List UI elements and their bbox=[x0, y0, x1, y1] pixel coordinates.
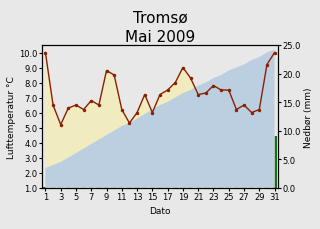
Y-axis label: Nedbør (mm): Nedbør (mm) bbox=[304, 87, 313, 147]
Bar bbox=[257, 117, 262, 188]
Bar bbox=[172, 186, 178, 188]
Bar bbox=[234, 151, 239, 188]
Bar bbox=[134, 187, 140, 188]
Bar bbox=[180, 185, 186, 188]
Title: Tromsø
Mai 2009: Tromsø Mai 2009 bbox=[125, 10, 195, 45]
Bar bbox=[58, 179, 63, 188]
Bar bbox=[119, 120, 124, 188]
X-axis label: Dato: Dato bbox=[149, 206, 171, 215]
Bar bbox=[165, 187, 170, 188]
Bar bbox=[73, 187, 79, 188]
Bar bbox=[96, 187, 101, 188]
Bar bbox=[89, 187, 94, 188]
Bar bbox=[219, 182, 224, 188]
Bar bbox=[188, 182, 193, 188]
Bar bbox=[66, 176, 71, 188]
Bar bbox=[264, 159, 270, 188]
Bar bbox=[43, 187, 48, 188]
Bar bbox=[249, 154, 254, 188]
Bar bbox=[157, 187, 163, 188]
Bar bbox=[272, 137, 277, 188]
Bar bbox=[203, 187, 209, 188]
Bar bbox=[50, 187, 56, 188]
Bar bbox=[241, 103, 247, 188]
Bar bbox=[211, 185, 216, 188]
Bar bbox=[142, 187, 148, 188]
Bar bbox=[150, 187, 155, 188]
Bar bbox=[81, 187, 86, 188]
Bar bbox=[127, 186, 132, 188]
Bar bbox=[104, 187, 109, 188]
Bar bbox=[196, 187, 201, 188]
Bar bbox=[111, 186, 117, 188]
Y-axis label: Lufttemperatur °C: Lufttemperatur °C bbox=[7, 76, 16, 158]
Bar bbox=[226, 157, 231, 188]
